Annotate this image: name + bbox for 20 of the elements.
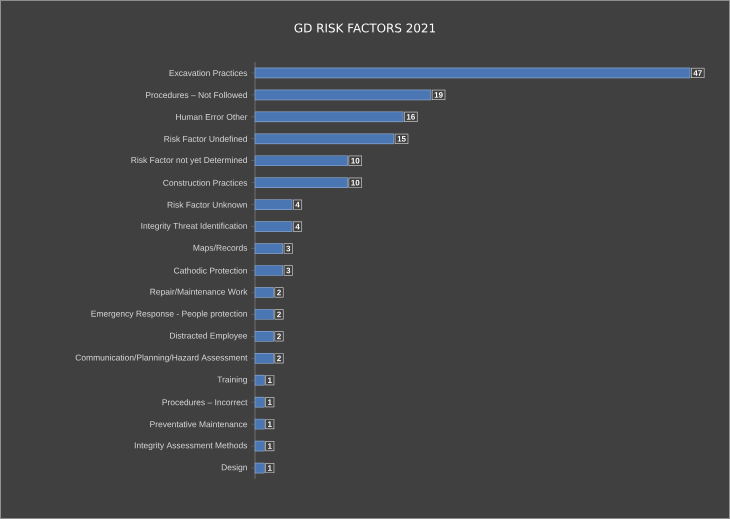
y-tick-label: Cathodic Protection xyxy=(174,267,247,274)
y-tick-label: Risk Factor Unknown xyxy=(168,202,247,208)
y-tick-label: Procedures – Not Followed xyxy=(146,92,247,98)
y-tick-label: Human Error Other xyxy=(176,114,248,120)
y-tick-label: Risk Factor not yet Determined xyxy=(131,156,247,165)
y-tick-label: Repair/Maintenance Work xyxy=(150,288,248,296)
y-tick-label: Emergency Response - People protection xyxy=(91,310,247,318)
y-tick-label: Maps/Records xyxy=(194,244,248,252)
y-tick-label: Preventative Maintenance xyxy=(150,421,248,428)
y-tick-label: Distracted Employee xyxy=(170,332,248,340)
y-tick-label: Design xyxy=(222,464,247,472)
y-tick-label: Integrity Assessment Methods xyxy=(134,442,248,450)
y-tick-label: Excavation Practices xyxy=(170,70,248,76)
y-tick-label: Training xyxy=(217,376,247,384)
y-tick-label: Risk Factor Undefined xyxy=(164,136,247,142)
y-tick-label: Procedures – Incorrect xyxy=(162,399,248,406)
y-tick-label: Integrity Threat Identification xyxy=(141,222,247,231)
y-tick-label: Communication/Planning/Hazard Assessment xyxy=(76,354,248,362)
chart-title: GD RISK FACTORS 2021 xyxy=(294,23,436,33)
y-tick-label: Construction Practices xyxy=(163,180,248,186)
